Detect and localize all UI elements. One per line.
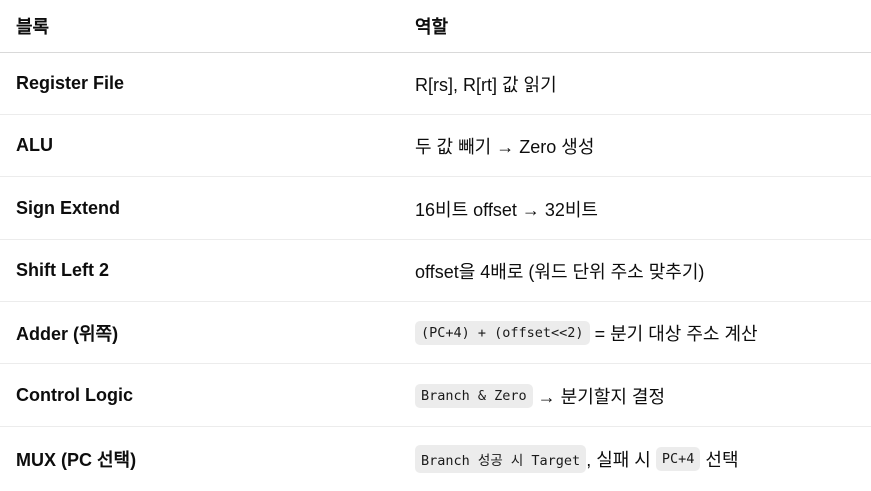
table-row: MUX (PC 선택) Branch 성공 시 Target, 실패 시 PC+4…: [0, 428, 871, 490]
header-role: 역할: [415, 17, 449, 37]
block-cell: Sign Extend: [16, 198, 121, 218]
table-row: ALU 두 값 빼기 → Zero 생성: [0, 115, 871, 177]
block-cell: Shift Left 2: [16, 260, 109, 280]
block-cell: Control Logic: [16, 385, 133, 405]
block-cell: ALU: [16, 135, 53, 155]
inline-code: (PC+4) + (offset<<2): [415, 320, 590, 345]
inline-code: PC+4: [655, 447, 701, 471]
table-header-row: 블록 역할: [0, 0, 871, 53]
role-text: = 분기 대상 주소 계산: [589, 323, 758, 344]
role-cell: (PC+4) + (offset<<2) = 분기 대상 주소 계산: [415, 302, 758, 363]
role-text: 16비트 offset → 32비트: [415, 199, 598, 220]
role-cell: Branch & Zero → 분기할지 결정: [415, 365, 665, 426]
table-row: Register File R[rs], R[rt] 값 읽기: [0, 53, 871, 115]
role-text: R[rs], R[rt] 값 읽기: [415, 74, 557, 95]
role-text: → 분기할지 결정: [532, 386, 666, 407]
table-row: Shift Left 2 offset을 4배로 (워드 단위 주소 맞추기): [0, 240, 871, 302]
role-text: 선택: [700, 450, 739, 470]
role-cell: R[rs], R[rt] 값 읽기: [415, 53, 557, 114]
table-row: Control Logic Branch & Zero → 분기할지 결정: [0, 365, 871, 427]
role-cell: Branch 성공 시 Target, 실패 시 PC+4 선택: [415, 428, 739, 490]
block-cell: MUX (PC 선택): [16, 450, 137, 470]
role-text: , 실패 시: [586, 450, 656, 470]
inline-code: Branch 성공 시 Target: [415, 445, 587, 473]
role-cell: 16비트 offset → 32비트: [415, 178, 598, 239]
role-text: 두 값 빼기 → Zero 생성: [415, 136, 595, 157]
role-cell: offset을 4배로 (워드 단위 주소 맞추기): [415, 240, 704, 301]
table-row: Sign Extend 16비트 offset → 32비트: [0, 178, 871, 240]
role-cell: 두 값 빼기 → Zero 생성: [415, 115, 594, 176]
table-row: Adder (위쪽) (PC+4) + (offset<<2) = 분기 대상 주…: [0, 302, 871, 364]
inline-code: Branch & Zero: [415, 383, 533, 408]
role-text: offset을 4배로 (워드 단위 주소 맞추기): [415, 261, 705, 282]
block-cell: Adder (위쪽): [16, 323, 119, 344]
block-cell: Register File: [16, 73, 125, 93]
header-block: 블록: [16, 17, 50, 37]
